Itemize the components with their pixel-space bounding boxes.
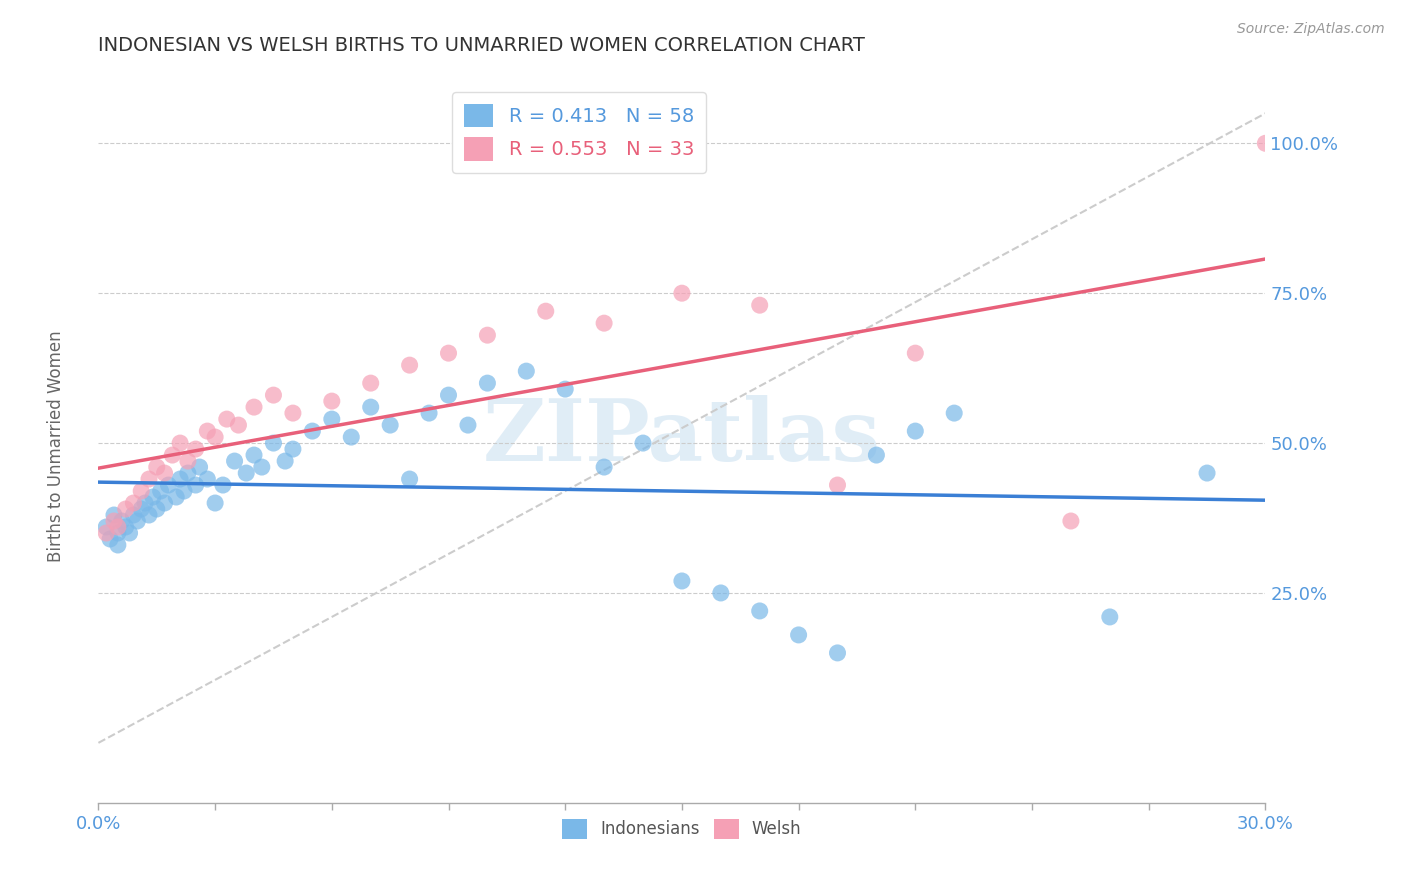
Point [593, 316, 616, 330]
Point [228, 418, 250, 433]
Point [153, 496, 176, 510]
Point [710, 586, 733, 600]
Point [188, 460, 211, 475]
Point [281, 442, 304, 456]
Point [169, 472, 191, 486]
Point [103, 514, 125, 528]
Point [129, 502, 152, 516]
Point [195, 424, 218, 438]
Point [114, 502, 136, 516]
Point [114, 520, 136, 534]
Point [153, 466, 176, 480]
Point [204, 496, 226, 510]
Point [157, 478, 180, 492]
Point [107, 538, 129, 552]
Point [262, 388, 284, 402]
Point [418, 406, 440, 420]
Point [235, 466, 257, 480]
Point [301, 424, 323, 438]
Point [262, 436, 284, 450]
Point [1098, 610, 1121, 624]
Point [477, 328, 499, 343]
Point [274, 454, 297, 468]
Point [515, 364, 537, 378]
Point [146, 460, 169, 475]
Point [107, 520, 129, 534]
Point [122, 508, 145, 522]
Point [943, 406, 966, 420]
Point [321, 394, 343, 409]
Point [184, 478, 207, 492]
Point [138, 472, 160, 486]
Point [360, 400, 382, 414]
Point [111, 514, 134, 528]
Point [748, 298, 770, 312]
Point [250, 460, 273, 475]
Point [554, 382, 576, 396]
Point [169, 436, 191, 450]
Point [177, 454, 200, 468]
Point [184, 442, 207, 456]
Point [243, 400, 266, 414]
Point [122, 496, 145, 510]
Point [138, 508, 160, 522]
Point [457, 418, 479, 433]
Point [437, 346, 460, 360]
Point [360, 376, 382, 391]
Point [173, 483, 195, 498]
Text: ZIPatlas: ZIPatlas [482, 395, 882, 479]
Text: INDONESIAN VS WELSH BIRTHS TO UNMARRIED WOMEN CORRELATION CHART: INDONESIAN VS WELSH BIRTHS TO UNMARRIED … [98, 36, 865, 54]
Point [1060, 514, 1083, 528]
Point [340, 430, 363, 444]
Point [129, 483, 152, 498]
Point [398, 472, 420, 486]
Point [243, 448, 266, 462]
Point [212, 478, 235, 492]
Point [98, 532, 121, 546]
Point [534, 304, 557, 318]
Point [904, 424, 927, 438]
Text: Source: ZipAtlas.com: Source: ZipAtlas.com [1237, 22, 1385, 37]
Legend: Indonesians, Welsh: Indonesians, Welsh [555, 812, 808, 846]
Point [195, 472, 218, 486]
Point [281, 406, 304, 420]
Point [224, 454, 246, 468]
Point [477, 376, 499, 391]
Point [321, 412, 343, 426]
Point [865, 448, 887, 462]
Point [671, 574, 693, 588]
Point [437, 388, 460, 402]
Point [165, 490, 187, 504]
Point [631, 436, 654, 450]
Point [671, 286, 693, 301]
Point [149, 483, 172, 498]
Point [103, 508, 125, 522]
Point [118, 526, 141, 541]
Point [827, 646, 849, 660]
Point [593, 460, 616, 475]
Point [398, 358, 420, 372]
Point [146, 502, 169, 516]
Point [177, 466, 200, 480]
Point [134, 496, 156, 510]
Point [904, 346, 927, 360]
Point [827, 478, 849, 492]
Point [1254, 136, 1277, 151]
Point [380, 418, 402, 433]
Point [748, 604, 770, 618]
Point [127, 514, 149, 528]
Point [215, 412, 238, 426]
Point [787, 628, 810, 642]
Point [142, 490, 165, 504]
Point [96, 520, 118, 534]
Point [96, 526, 118, 541]
Point [162, 448, 184, 462]
Point [107, 526, 129, 541]
Point [1195, 466, 1218, 480]
Text: Births to Unmarried Women: Births to Unmarried Women [48, 330, 65, 562]
Point [204, 430, 226, 444]
